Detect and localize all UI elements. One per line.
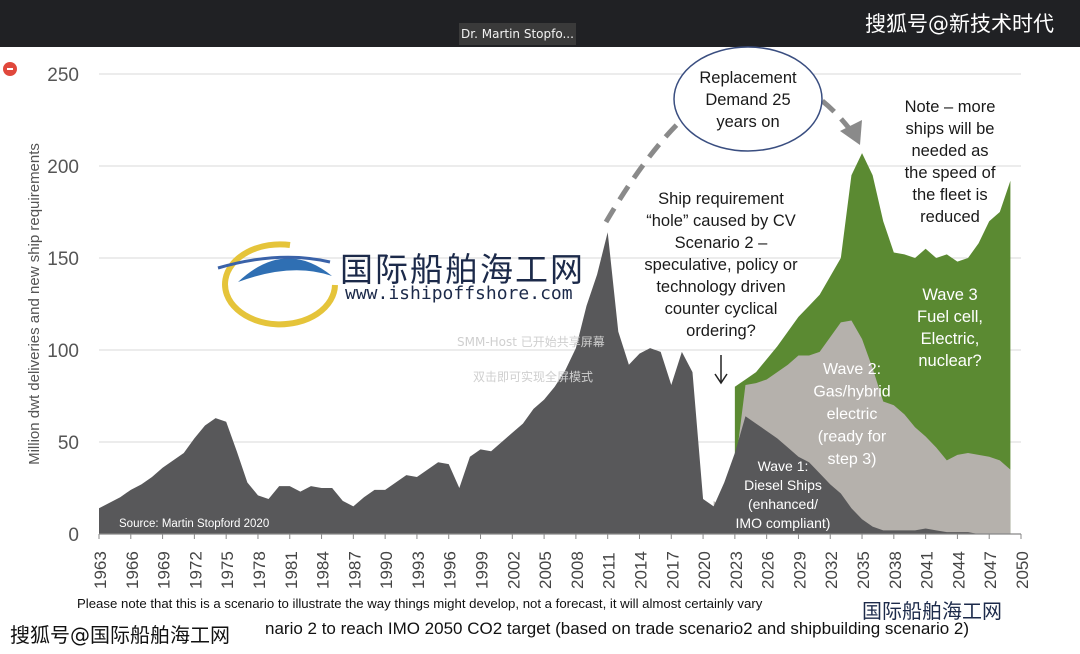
x-tick-label: 1990 bbox=[377, 551, 396, 589]
annotation-replacement: Replacement Demand 25 years on bbox=[699, 69, 797, 131]
logo-sail bbox=[238, 258, 332, 282]
watermark-cn-text: 国际船舶海工网 bbox=[340, 250, 585, 289]
annotation-note: Note – more ships will be needed as the spe… bbox=[905, 98, 996, 226]
y-tick-label: 50 bbox=[58, 433, 79, 454]
watermark-url-text: www.ishipoffshore.com bbox=[345, 283, 573, 304]
x-tick-label: 2008 bbox=[568, 551, 587, 589]
x-tick-label: 1969 bbox=[155, 551, 174, 589]
annotation-hole: Ship requirement “hole” caused by CV Scena… bbox=[644, 190, 798, 340]
y-tick-label: 100 bbox=[47, 341, 79, 362]
sohu-watermark-bottom: 搜狐号@国际船舶海工网 bbox=[10, 623, 230, 647]
x-tick-label: 2023 bbox=[727, 551, 746, 589]
replacement-ellipse bbox=[673, 46, 823, 152]
y-axis-label: Million dwt deliveries and new ship requ… bbox=[26, 143, 43, 465]
x-tick-label: 2014 bbox=[631, 551, 650, 589]
x-tick-label: 2005 bbox=[536, 551, 555, 589]
annotation-wave1: Wave 1: Diesel Ships (enhanced/IMO complia… bbox=[736, 458, 831, 531]
footnote-disclaimer: Please note that this is a scenario to i… bbox=[77, 596, 763, 611]
x-tick-label: 2044 bbox=[949, 551, 968, 589]
series-area-1 bbox=[99, 232, 1011, 535]
presenter-name-tag[interactable]: Dr. Martin Stopfo... bbox=[459, 23, 576, 45]
x-tick-label: 1978 bbox=[250, 551, 269, 589]
x-tick-label: 2050 bbox=[1013, 551, 1032, 589]
x-tick-label: 1993 bbox=[409, 551, 428, 589]
annotation-wave2: Wave 2: Gas/hybrid electric (ready for step … bbox=[813, 361, 890, 468]
x-tick-label: 2032 bbox=[822, 551, 841, 589]
record-icon[interactable] bbox=[3, 62, 17, 76]
fullscreen-hint: 双击即可实现全屏模式 bbox=[473, 370, 594, 384]
x-tick-label: 1966 bbox=[123, 551, 142, 589]
x-tick-label: 1999 bbox=[473, 551, 492, 589]
x-tick-label: 1984 bbox=[314, 551, 333, 589]
footnote-scenario: nario 2 to reach IMO 2050 CO2 target (ba… bbox=[265, 619, 970, 638]
replacement-arrowhead bbox=[840, 120, 862, 145]
x-tick-label: 2017 bbox=[663, 551, 682, 589]
x-tick-label: 1975 bbox=[218, 551, 237, 589]
x-tick-label: 2041 bbox=[918, 551, 937, 589]
watermark-logo bbox=[217, 241, 338, 328]
watermark-corner-text: 国际船舶海工网 bbox=[862, 599, 1002, 623]
x-tick-label: 1987 bbox=[345, 551, 364, 589]
hole-arrow-head bbox=[714, 373, 728, 385]
x-tick-label: 2020 bbox=[695, 551, 714, 589]
logo-ring bbox=[222, 241, 338, 328]
logo-wave bbox=[217, 255, 331, 270]
x-tick-label: 2011 bbox=[600, 552, 619, 589]
source-label: Source: Martin Stopford 2020 bbox=[119, 518, 269, 530]
y-tick-label: 200 bbox=[47, 157, 79, 178]
y-tick-label: 0 bbox=[68, 525, 79, 546]
x-tick-label: 1996 bbox=[441, 551, 460, 589]
x-tick-label: 2047 bbox=[981, 551, 1000, 589]
annotation-wave3: Wave 3 Fuel cell, Electric, nuclear? bbox=[917, 286, 983, 370]
sohu-watermark-top: 搜狐号@新技术时代 bbox=[865, 12, 1054, 36]
x-tick-label: 1963 bbox=[91, 551, 110, 589]
x-tick-label: 1981 bbox=[282, 551, 301, 589]
y-tick-label: 250 bbox=[47, 65, 79, 86]
x-tick-label: 2002 bbox=[504, 551, 523, 589]
x-tick-label: 2038 bbox=[886, 551, 905, 589]
x-tick-label: 2035 bbox=[854, 551, 873, 589]
x-tick-label: 2029 bbox=[790, 551, 809, 589]
screen-share-notice: SMM-Host 已开始共享屏幕 bbox=[457, 335, 605, 349]
x-tick-label: 2026 bbox=[759, 551, 778, 589]
y-tick-label: 150 bbox=[47, 249, 79, 270]
x-tick-label: 1972 bbox=[186, 551, 205, 589]
